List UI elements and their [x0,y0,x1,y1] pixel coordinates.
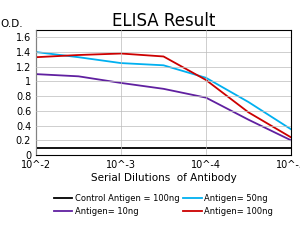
Antigen= 10ng [34,72,38,76]
X-axis label: Serial Dilutions  of Antibody: Serial Dilutions of Antibody [91,173,236,183]
Antigen= 10ng [289,139,293,142]
Control Antigen = 100ng [34,146,38,149]
Antigen= 100ng [247,111,250,114]
Text: O.D.: O.D. [0,19,23,29]
Line: Antigen= 10ng: Antigen= 10ng [36,74,291,140]
Antigen= 10ng [162,87,165,90]
Antigen= 10ng [119,82,123,84]
Control Antigen = 100ng [77,146,80,149]
Line: Antigen= 50ng: Antigen= 50ng [36,52,291,129]
Antigen= 100ng [289,136,293,139]
Control Antigen = 100ng [119,146,123,149]
Antigen= 50ng [162,64,165,67]
Control Antigen = 100ng [247,146,250,149]
Antigen= 50ng [289,128,293,131]
Antigen= 100ng [119,52,123,55]
Antigen= 10ng [204,96,208,99]
Antigen= 100ng [77,54,80,56]
Antigen= 100ng [162,55,165,58]
Antigen= 50ng [247,100,250,103]
Antigen= 50ng [204,76,208,79]
Antigen= 50ng [34,50,38,53]
Title: ELISA Result: ELISA Result [112,12,215,30]
Antigen= 10ng [247,118,250,121]
Line: Antigen= 100ng: Antigen= 100ng [36,54,291,137]
Control Antigen = 100ng [162,146,165,149]
Antigen= 50ng [119,62,123,64]
Antigen= 100ng [204,78,208,82]
Legend: Control Antigen = 100ng, Antigen= 10ng, Antigen= 50ng, Antigen= 100ng: Control Antigen = 100ng, Antigen= 10ng, … [54,194,273,216]
Antigen= 50ng [77,56,80,59]
Control Antigen = 100ng [204,146,208,149]
Antigen= 10ng [77,75,80,78]
Antigen= 100ng [34,56,38,59]
Control Antigen = 100ng [289,146,293,149]
